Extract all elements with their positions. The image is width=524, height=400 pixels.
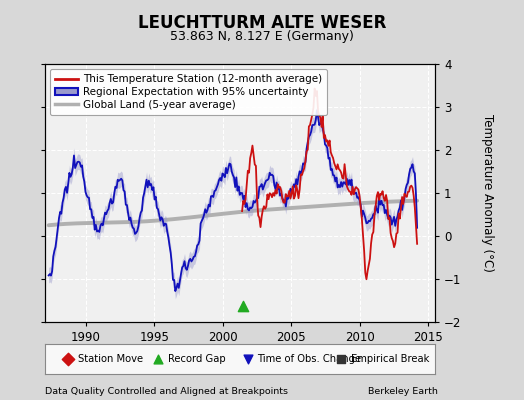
Text: 53.863 N, 8.127 E (Germany): 53.863 N, 8.127 E (Germany) [170,30,354,43]
Text: Time of Obs. Change: Time of Obs. Change [257,354,362,364]
Text: Data Quality Controlled and Aligned at Breakpoints: Data Quality Controlled and Aligned at B… [45,387,288,396]
Text: Empirical Break: Empirical Break [351,354,429,364]
Point [64,356,72,362]
Text: Station Move: Station Move [78,354,143,364]
Text: LEUCHTTURM ALTE WESER: LEUCHTTURM ALTE WESER [138,14,386,32]
Text: Berkeley Earth: Berkeley Earth [368,387,438,396]
Point [239,302,247,309]
Point [243,356,252,362]
Y-axis label: Temperature Anomaly (°C): Temperature Anomaly (°C) [481,114,494,272]
Text: Record Gap: Record Gap [168,354,225,364]
Point [154,356,162,362]
Point [337,356,345,362]
Legend: This Temperature Station (12-month average), Regional Expectation with 95% uncer: This Temperature Station (12-month avera… [50,69,328,115]
